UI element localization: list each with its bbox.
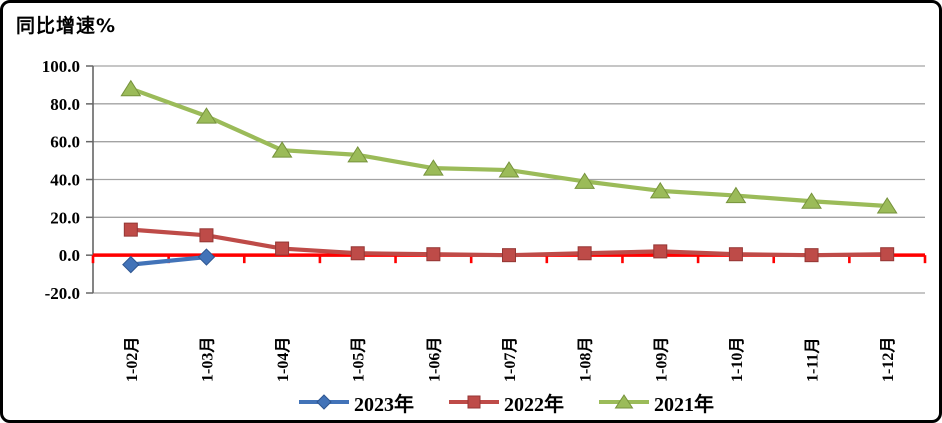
x-tick-label: 1-12月 bbox=[879, 337, 897, 382]
legend-item-2022: 2022年 bbox=[448, 388, 564, 417]
series-marker-2023 bbox=[197, 248, 216, 266]
series-marker-2021 bbox=[801, 192, 822, 209]
x-tick-label: 1-07月 bbox=[501, 337, 519, 382]
series-marker-2023 bbox=[122, 255, 140, 274]
series-marker-2021 bbox=[574, 172, 596, 189]
series-marker-2021 bbox=[498, 161, 520, 178]
x-tick-label: 1-08月 bbox=[577, 337, 595, 382]
legend-label: 2023年 bbox=[354, 393, 414, 416]
x-tick-label: 1-09月 bbox=[652, 337, 670, 382]
y-tick-label: 60.0 bbox=[50, 133, 80, 152]
series-marker-2022 bbox=[502, 248, 516, 263]
plot-area: 100.0 80.0 60.0 40.0 20.0 0.0 -20.0 1-02月 1-03月 1… bbox=[42, 57, 927, 382]
series-marker-2021 bbox=[649, 181, 671, 199]
legend-label: 2021年 bbox=[654, 393, 714, 416]
legend: 2023年 2022年 2021年 bbox=[3, 384, 939, 420]
series-marker-2022 bbox=[275, 241, 290, 256]
y-tick-label: 20.0 bbox=[50, 208, 80, 227]
legend-label: 2022年 bbox=[504, 393, 564, 416]
y-tick-label: 0.0 bbox=[59, 246, 80, 265]
chart-title: 同比增速% bbox=[16, 15, 117, 37]
series-marker-2021 bbox=[120, 79, 142, 97]
series-line-2021 bbox=[128, 86, 890, 209]
legend-item-2023: 2023年 bbox=[298, 388, 414, 417]
legend-item-2021: 2021年 bbox=[598, 388, 714, 417]
y-tick-label: 80.0 bbox=[50, 95, 80, 114]
series-marker-2021 bbox=[422, 159, 444, 176]
series-marker-2022 bbox=[880, 247, 895, 262]
series-marker-2022 bbox=[199, 228, 214, 243]
x-tick-label: 1-04月 bbox=[274, 337, 292, 382]
series-marker-2021 bbox=[347, 145, 369, 163]
series-marker-2022 bbox=[804, 248, 819, 263]
series-marker-2021 bbox=[271, 141, 293, 158]
x-tick-label: 1-03月 bbox=[198, 337, 216, 382]
legend-swatch-diamond bbox=[299, 394, 349, 410]
x-tick-label: 1-11月 bbox=[804, 338, 822, 382]
series-marker-2021 bbox=[196, 107, 217, 124]
x-tick-label: 1-10月 bbox=[728, 337, 746, 382]
y-tick-label: -20.0 bbox=[45, 284, 80, 303]
series-marker-2022 bbox=[123, 222, 138, 237]
series-marker-2022 bbox=[350, 246, 365, 261]
series-marker-2021 bbox=[876, 197, 898, 214]
y-tick-label: 40.0 bbox=[50, 171, 80, 190]
series-marker-2022 bbox=[653, 244, 668, 259]
x-tick-label: 1-05月 bbox=[350, 337, 368, 382]
x-tick-label: 1-06月 bbox=[425, 337, 443, 382]
series-line-2023 bbox=[128, 254, 209, 267]
series-marker-2022 bbox=[426, 247, 441, 262]
x-tick-label: 1-02月 bbox=[123, 337, 141, 382]
legend-swatch-triangle bbox=[599, 394, 649, 409]
series-marker-2022 bbox=[577, 246, 592, 261]
y-tick-label: 100.0 bbox=[42, 57, 80, 76]
series-marker-2021 bbox=[725, 186, 747, 204]
legend-swatch-square bbox=[449, 395, 499, 409]
series-marker-2022 bbox=[728, 247, 743, 262]
